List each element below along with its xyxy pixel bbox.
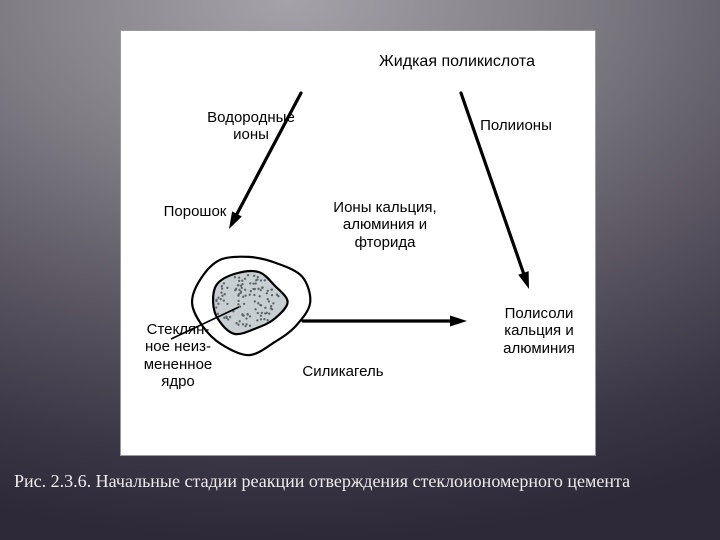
figure-caption: Рис. 2.3.6. Начальные стадии реакции отв… [14, 470, 694, 493]
label-h_ions: Водородные ионы [191, 109, 311, 144]
label-silicagel: Силикагель [283, 363, 403, 380]
label-polysalts: Полисоли кальция и алюминия [479, 305, 599, 357]
arrow-powder-to-polysalts [303, 316, 467, 327]
diagram-box: Жидкая поликислота Водородные ионы Полиион… [120, 30, 596, 456]
label-polyions: Полиионы [461, 117, 571, 134]
label-center_ions: Ионы кальция, алюминия и фторида [305, 199, 465, 251]
label-powder: Порошок [145, 203, 245, 220]
label-glasscore: Стеклян- ное неиз- мененное ядро [123, 321, 233, 390]
slide-background: Жидкая поликислота Водородные ионы Полиион… [0, 0, 720, 540]
label-polyacid: Жидкая поликислота [357, 53, 557, 71]
